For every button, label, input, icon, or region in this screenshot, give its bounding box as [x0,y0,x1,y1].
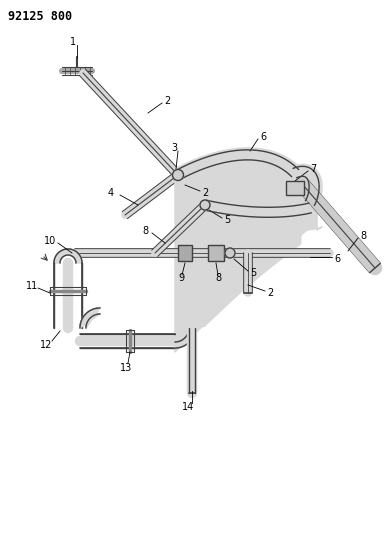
Text: 13: 13 [120,363,132,373]
FancyBboxPatch shape [208,245,224,261]
Text: 8: 8 [360,231,366,241]
Text: 12: 12 [40,340,53,350]
Text: 5: 5 [224,215,230,225]
Text: 2: 2 [164,96,170,106]
Text: 1: 1 [70,37,76,47]
FancyBboxPatch shape [178,245,192,261]
Polygon shape [54,249,82,263]
Text: 9: 9 [178,273,184,283]
FancyBboxPatch shape [286,181,304,195]
Text: 7: 7 [310,164,316,174]
Polygon shape [175,328,195,348]
Text: 8: 8 [142,226,148,236]
Text: 6: 6 [334,254,340,264]
Text: 5: 5 [250,268,256,278]
Text: 2: 2 [202,188,208,198]
Text: 11: 11 [26,281,38,291]
Text: 3: 3 [171,143,177,153]
Text: 6: 6 [260,132,266,142]
Text: 10: 10 [44,236,56,246]
Text: 2: 2 [267,288,273,298]
Circle shape [200,200,210,210]
Circle shape [225,248,235,258]
Polygon shape [80,308,100,328]
Text: 8: 8 [215,273,221,283]
Text: 4: 4 [108,188,114,198]
Text: 14: 14 [182,402,194,412]
Circle shape [172,169,184,181]
Text: 92125 800: 92125 800 [8,10,72,23]
